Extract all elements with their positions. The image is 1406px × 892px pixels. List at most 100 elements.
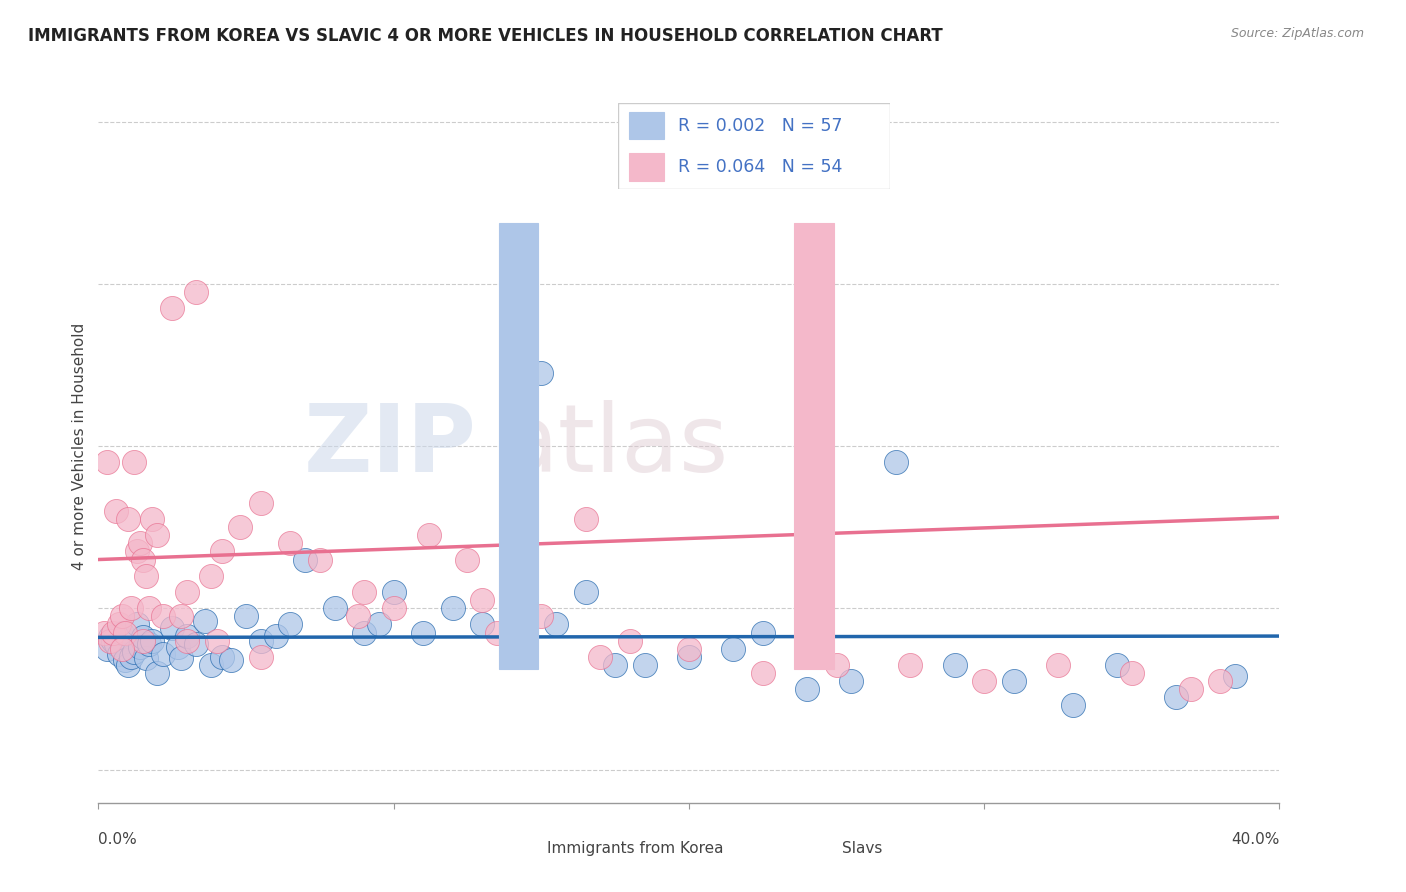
Point [98,633,121,648]
Point [884,455,907,469]
Point [825,657,848,672]
Point [530,609,553,624]
Point [135,568,157,582]
Point [353,625,375,640]
Point [146,528,169,542]
Point [219,653,242,667]
Point [117,512,139,526]
Point [138,601,160,615]
Point [205,633,228,648]
Point [141,512,163,526]
Point [114,625,136,640]
Point [530,366,553,380]
Point [619,633,641,648]
Text: Source: ZipAtlas.com: Source: ZipAtlas.com [1230,27,1364,40]
Y-axis label: 4 or more Vehicles in Household: 4 or more Vehicles in Household [72,322,87,570]
Point [111,609,134,624]
Point [138,637,160,651]
Text: atlas: atlas [501,400,728,492]
Point [128,536,150,550]
Point [111,641,134,656]
Point [264,629,287,643]
Point [120,649,142,664]
Point [1105,657,1128,672]
Point [1062,698,1084,713]
Text: 40.0%: 40.0% [1232,832,1279,847]
Point [235,609,257,624]
Point [294,552,316,566]
Point [471,593,494,607]
Point [250,496,273,510]
Point [117,657,139,672]
Point [122,645,145,659]
Point [353,585,375,599]
Point [574,512,596,526]
Text: Immigrants from Korea: Immigrants from Korea [547,841,724,856]
Text: R = 0.064   N = 54: R = 0.064 N = 54 [678,158,842,176]
Point [135,651,157,665]
Point [323,601,346,615]
Point [368,617,391,632]
Point [167,640,190,654]
Point [839,674,862,689]
Point [170,609,193,624]
Point [1180,682,1202,697]
Point [93,625,115,640]
Text: 0.0%: 0.0% [98,832,138,847]
Point [678,649,700,664]
Point [152,647,174,661]
Point [309,552,332,566]
Point [162,621,183,635]
Point [122,455,145,469]
Point [108,647,131,661]
Point [229,520,252,534]
Point [1121,666,1143,681]
Text: ZIP: ZIP [304,400,477,492]
Point [486,625,509,640]
Point [900,657,922,672]
Point [176,629,198,643]
Point [146,666,169,681]
Point [278,536,302,550]
FancyBboxPatch shape [619,103,890,189]
Point [973,674,995,689]
Point [114,653,136,667]
Point [194,614,217,628]
Point [1002,674,1025,689]
Point [105,504,128,518]
Point [96,641,118,656]
Point [125,544,148,558]
Point [132,631,155,645]
Point [184,285,207,299]
Point [605,657,627,672]
Point [105,637,128,651]
Point [544,617,567,632]
Point [382,601,405,615]
Point [382,585,405,599]
Point [120,601,142,615]
Point [176,633,198,648]
Point [501,609,523,624]
Point [103,625,125,640]
Point [132,552,155,566]
Point [211,544,233,558]
Point [1223,669,1246,683]
Point [125,617,148,632]
Point [471,617,494,632]
Point [96,455,118,469]
Text: Slavs: Slavs [842,841,883,856]
Point [170,651,193,665]
Point [1209,674,1232,689]
Point [200,657,222,672]
Point [1164,690,1187,705]
Point [211,649,233,664]
Point [250,633,273,648]
Point [278,617,302,632]
Point [796,682,818,697]
Point [184,637,207,651]
Bar [628,153,664,180]
Point [141,633,163,648]
Point [721,641,744,656]
Point [152,609,174,624]
Point [250,649,273,664]
